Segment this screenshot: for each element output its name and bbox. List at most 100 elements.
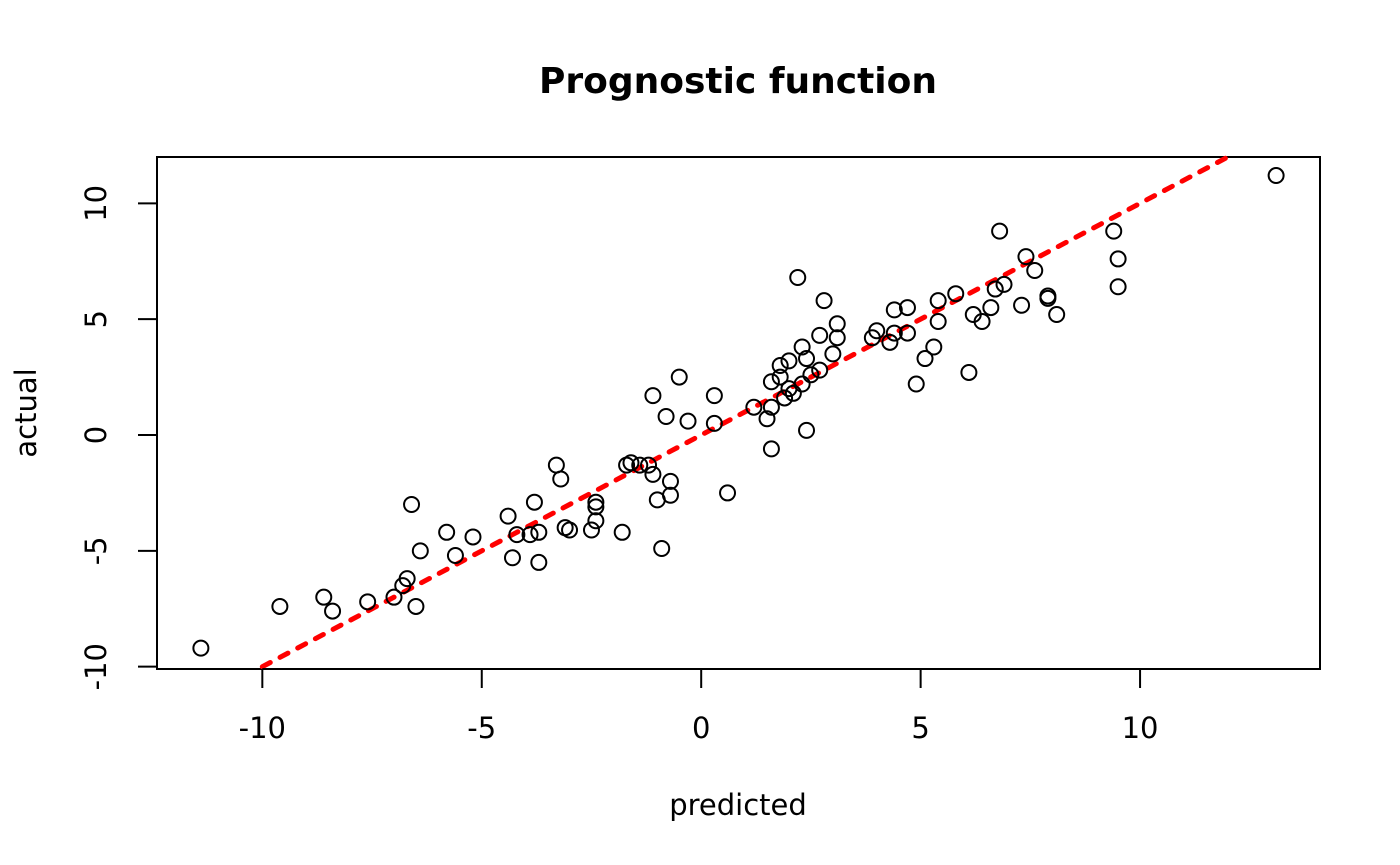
identity-reference-line bbox=[259, 154, 1231, 670]
data-point bbox=[828, 315, 846, 333]
data-point bbox=[359, 593, 377, 611]
data-point bbox=[271, 597, 289, 615]
data-point bbox=[530, 553, 548, 571]
data-point bbox=[898, 299, 916, 317]
x-axis-label: predicted bbox=[669, 788, 807, 822]
data-point bbox=[868, 322, 886, 340]
data-point bbox=[973, 312, 991, 330]
y-tick-label: -5 bbox=[79, 536, 113, 565]
data-point bbox=[798, 350, 816, 368]
data-point bbox=[679, 412, 697, 430]
data-point bbox=[881, 333, 899, 351]
data-point bbox=[561, 521, 579, 539]
x-tick-label: -10 bbox=[239, 711, 286, 745]
data-point bbox=[1017, 248, 1035, 266]
y-tick-label: 10 bbox=[79, 185, 113, 222]
data-point bbox=[925, 338, 943, 356]
data-point bbox=[530, 523, 548, 541]
data-point bbox=[982, 299, 1000, 317]
data-point bbox=[762, 440, 780, 458]
data-point bbox=[407, 597, 425, 615]
data-point bbox=[811, 361, 829, 379]
points-layer bbox=[192, 167, 1285, 657]
data-point bbox=[789, 268, 807, 286]
data-point bbox=[811, 326, 829, 344]
data-point bbox=[438, 523, 456, 541]
data-point bbox=[508, 526, 526, 544]
data-point bbox=[705, 414, 723, 432]
data-point bbox=[793, 375, 811, 393]
data-point bbox=[587, 493, 605, 511]
y-tick-label: 0 bbox=[79, 426, 113, 444]
data-point bbox=[745, 398, 763, 416]
chart-title: Prognostic function bbox=[539, 61, 937, 102]
x-tick-label: -5 bbox=[467, 711, 496, 745]
data-point bbox=[802, 366, 820, 384]
data-point bbox=[798, 421, 816, 439]
data-point bbox=[1048, 306, 1066, 324]
data-point bbox=[587, 512, 605, 530]
data-point bbox=[552, 470, 570, 488]
data-point bbox=[464, 528, 482, 546]
data-point bbox=[192, 639, 210, 657]
data-point bbox=[784, 384, 802, 402]
data-point bbox=[1109, 278, 1127, 296]
data-point bbox=[960, 363, 978, 381]
data-point bbox=[403, 496, 421, 514]
data-point bbox=[929, 292, 947, 310]
data-point bbox=[1105, 222, 1123, 240]
data-point bbox=[521, 526, 539, 544]
data-point bbox=[631, 456, 649, 474]
data-point bbox=[670, 368, 688, 386]
data-point bbox=[758, 410, 776, 428]
data-point bbox=[762, 398, 780, 416]
data-point bbox=[657, 407, 675, 425]
data-point bbox=[885, 324, 903, 342]
data-point bbox=[613, 523, 631, 541]
data-point bbox=[661, 472, 679, 490]
data-point bbox=[644, 387, 662, 405]
data-point bbox=[587, 498, 605, 516]
data-point bbox=[885, 301, 903, 319]
data-point bbox=[824, 345, 842, 363]
data-point bbox=[898, 324, 916, 342]
y-axis-label: actual bbox=[9, 368, 43, 457]
data-point bbox=[582, 521, 600, 539]
data-point bbox=[547, 456, 565, 474]
x-tick-label: 5 bbox=[911, 711, 929, 745]
y-tick-label: 5 bbox=[79, 310, 113, 328]
y-tick-label: -10 bbox=[79, 643, 113, 690]
reference-line-layer bbox=[259, 154, 1231, 670]
data-point bbox=[1267, 167, 1285, 185]
data-point bbox=[644, 465, 662, 483]
data-point bbox=[815, 292, 833, 310]
data-point bbox=[719, 484, 737, 502]
data-point bbox=[828, 329, 846, 347]
data-point bbox=[1026, 262, 1044, 280]
data-point bbox=[640, 456, 658, 474]
y-axis: -10 -5 0 5 10 bbox=[79, 185, 158, 690]
data-point bbox=[1039, 287, 1057, 305]
data-point bbox=[991, 222, 1009, 240]
data-point bbox=[762, 373, 780, 391]
data-point bbox=[771, 368, 789, 386]
data-point bbox=[907, 375, 925, 393]
data-point bbox=[385, 588, 403, 606]
data-point bbox=[315, 588, 333, 606]
x-axis: -10 -5 0 5 10 bbox=[239, 668, 1159, 745]
data-point bbox=[324, 602, 342, 620]
data-point bbox=[776, 389, 794, 407]
data-point bbox=[525, 493, 543, 511]
data-point bbox=[995, 275, 1013, 293]
data-point bbox=[661, 486, 679, 504]
data-point bbox=[398, 570, 416, 588]
data-point bbox=[446, 546, 464, 564]
data-point bbox=[780, 352, 798, 370]
data-point bbox=[771, 357, 789, 375]
data-point bbox=[411, 542, 429, 560]
data-point bbox=[499, 507, 517, 525]
data-point bbox=[622, 454, 640, 472]
data-point bbox=[503, 549, 521, 567]
data-point bbox=[1109, 250, 1127, 268]
